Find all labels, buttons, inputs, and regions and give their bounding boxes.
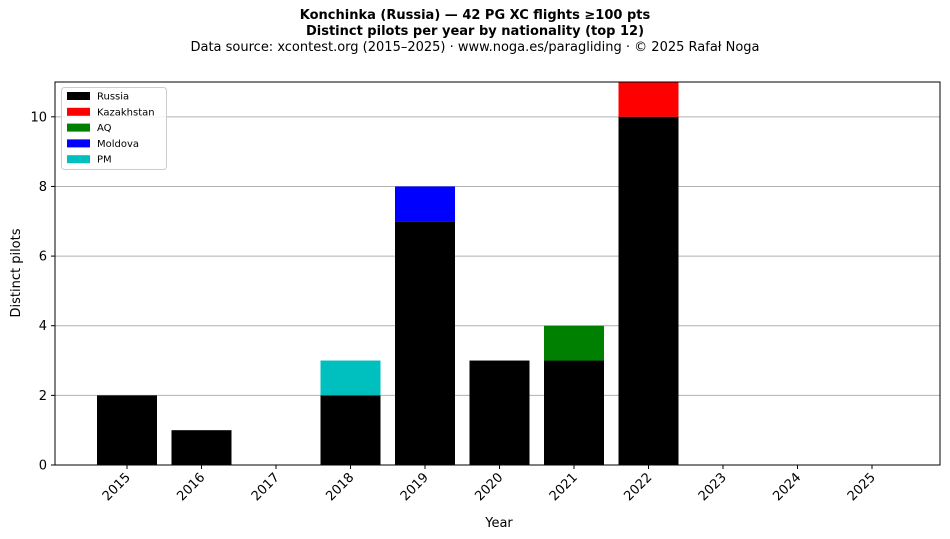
x-tick-label: 2022 <box>621 470 655 504</box>
plot-frame <box>54 81 941 466</box>
bar-segment <box>395 186 455 222</box>
y-axis: 0 2 4 6 8 10 <box>30 110 55 474</box>
x-tick-label: 2015 <box>100 470 134 504</box>
y-tick-label: 10 <box>30 110 47 125</box>
bar-segment <box>544 360 604 465</box>
x-tick-label: 2025 <box>845 470 879 504</box>
legend-swatch <box>67 107 90 116</box>
bar-segment <box>544 325 604 361</box>
y-tick-label: 2 <box>39 389 47 404</box>
x-tick-label: 2020 <box>472 470 506 504</box>
bar-segment <box>395 221 455 465</box>
chart-titles: Konchinka (Russia) — 42 PG XC flights ≥1… <box>0 8 950 56</box>
x-tick-label: 2023 <box>696 470 730 504</box>
bar-segment <box>97 395 157 465</box>
x-tick-label: 2016 <box>174 470 208 504</box>
y-tick-label: 8 <box>39 180 47 195</box>
legend-swatch <box>67 155 90 164</box>
legend-swatch <box>67 92 90 100</box>
legend-swatch <box>67 139 90 148</box>
x-axis: 2015 2016 2017 2018 2019 2020 2021 2022 2023 2024… <box>100 465 879 504</box>
x-tick-label: 2019 <box>398 470 432 504</box>
legend-label: Moldova <box>97 139 139 150</box>
chart-title: Konchinka (Russia) — 42 PG XC flights ≥1… <box>299 8 651 23</box>
chart-source: Data source: xcontest.org (2015–2025) · … <box>190 40 760 55</box>
bar-segment <box>320 395 381 465</box>
bar-segment <box>469 360 530 465</box>
x-tick-label: 2018 <box>323 470 357 504</box>
bar-segment <box>171 430 232 465</box>
legend-swatch <box>67 123 90 132</box>
y-tick-label: 6 <box>39 250 47 265</box>
y-tick-label: 4 <box>39 319 47 334</box>
x-tick-label: 2017 <box>249 470 283 504</box>
y-tick-label: 0 <box>39 459 47 474</box>
legend-label: PM <box>97 155 112 166</box>
legend-label: Russia <box>97 92 129 103</box>
x-tick-label: 2021 <box>547 470 581 504</box>
chart-subtitle: Distinct pilots per year by nationality … <box>305 24 645 39</box>
legend: Russia Kazakhstan AQ Moldova PM <box>61 87 167 170</box>
bar-segment <box>618 82 679 117</box>
bars <box>97 82 679 466</box>
bar-segment <box>320 360 381 396</box>
y-axis-label: Distinct pilots <box>9 228 24 317</box>
legend-label: AQ <box>97 123 112 134</box>
x-axis-label: Year <box>484 516 513 531</box>
x-tick-label: 2024 <box>770 470 804 504</box>
bar-segment <box>618 116 679 466</box>
legend-label: Kazakhstan <box>97 107 155 118</box>
